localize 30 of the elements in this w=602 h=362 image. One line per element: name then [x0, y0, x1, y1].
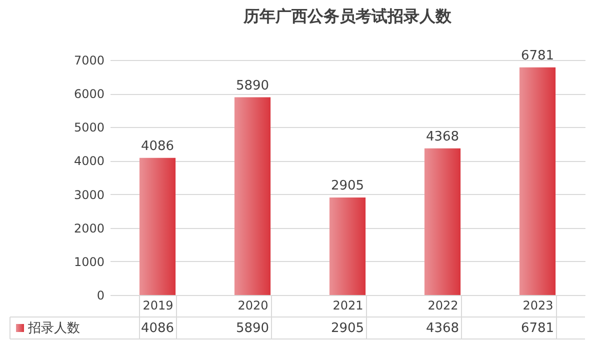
- data-label: 6781: [520, 48, 554, 64]
- chart-title: 历年广西公务员考试招录人数: [242, 6, 452, 26]
- y-tick-label: 1000: [74, 254, 104, 269]
- x-tick-label: 2023: [522, 298, 554, 312]
- y-tick-label: 7000: [74, 54, 104, 68]
- x-tick-label: 2021: [332, 298, 364, 312]
- data-label: 4368: [426, 129, 460, 144]
- y-tick-label: 6000: [74, 87, 104, 102]
- data-label: 4086: [140, 138, 174, 154]
- data-label: 5890: [236, 78, 270, 94]
- bar: [519, 67, 556, 295]
- y-tick-label: 0: [96, 288, 104, 302]
- text: 4368: [426, 321, 460, 336]
- bar: [424, 148, 461, 295]
- y-tick-label: 5000: [74, 120, 104, 135]
- text: 6781: [520, 321, 554, 336]
- y-tick-label: 3000: [74, 188, 104, 202]
- legend-label: 招录人数: [27, 321, 80, 336]
- text: 5890: [236, 321, 270, 336]
- bar: [139, 158, 176, 295]
- text: 4086: [140, 321, 174, 336]
- x-tick-label: 2019: [142, 298, 174, 312]
- y-tick-label: 4000: [74, 154, 104, 168]
- y-tick-label: 2000: [74, 221, 104, 236]
- bar: [329, 197, 366, 295]
- x-tick-label: 2020: [238, 298, 268, 312]
- data-label: 2905: [330, 178, 364, 194]
- text: 2905: [330, 321, 364, 336]
- x-tick-label: 2022: [428, 298, 458, 312]
- bar: [234, 97, 271, 295]
